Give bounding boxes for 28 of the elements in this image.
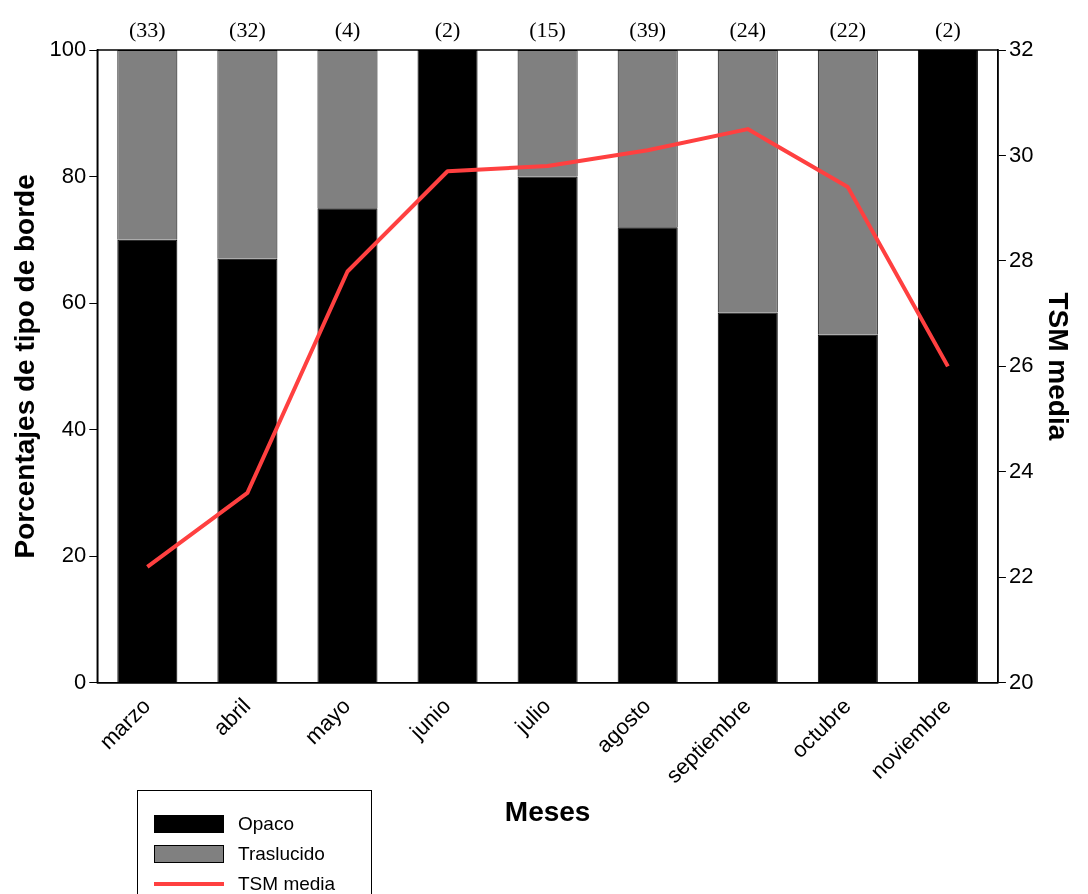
- y-tick-label: 40: [61, 415, 87, 441]
- y2-tick-label: 30: [1008, 141, 1034, 167]
- annotation: (4): [334, 16, 361, 42]
- y2-axis-title: TSM media: [1043, 292, 1075, 441]
- annotation: (32): [229, 16, 266, 42]
- y2-tick-label: 20: [1008, 668, 1034, 694]
- legend-label: Traslucido: [238, 843, 325, 865]
- y-tick-label: 20: [61, 542, 87, 568]
- annotation: (39): [629, 16, 667, 42]
- y2-tick-label: 24: [1008, 457, 1034, 483]
- y2-tick-label: 32: [1008, 36, 1034, 62]
- annotation: (15): [529, 16, 566, 42]
- y-tick-label: 60: [61, 289, 87, 315]
- annotation: (22): [829, 16, 867, 42]
- y2-tick-label: 28: [1008, 246, 1034, 272]
- y-tick-label: 100: [49, 36, 87, 62]
- annotation: (33): [129, 16, 166, 42]
- legend-label: TSM media: [238, 873, 336, 894]
- y-axis-title: Porcentajes de tipo de borde: [8, 174, 40, 559]
- annotation: (2): [434, 16, 461, 42]
- y2-tick-label: 26: [1008, 352, 1034, 378]
- legend-label: Opaco: [238, 813, 294, 835]
- annotation: (2): [935, 16, 961, 42]
- y-tick-label: 80: [61, 162, 87, 188]
- annotation: (24): [729, 16, 767, 42]
- x-axis-title: Meses: [504, 795, 591, 827]
- y2-tick-label: 22: [1008, 563, 1034, 589]
- y-tick-label: 0: [74, 668, 87, 694]
